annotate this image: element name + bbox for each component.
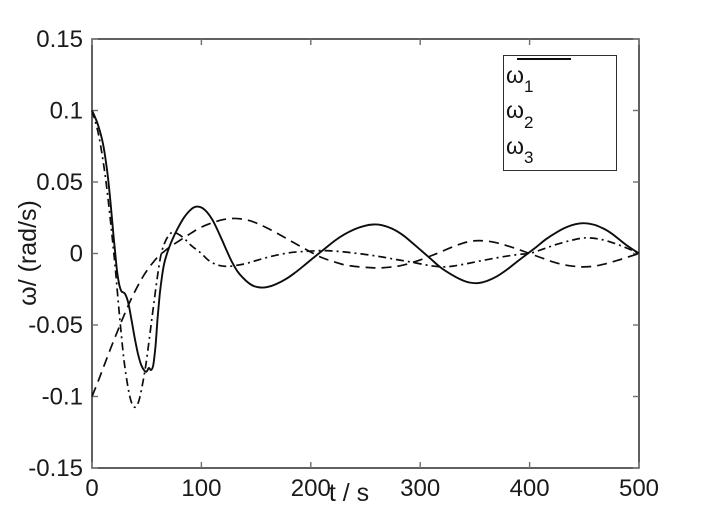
x-tick-label: 400 — [510, 475, 550, 502]
axis-tick-labels: 0 100 200 300 400 500 0.15 0.1 0.05 0 -0.05 -0.1 -0.… — [28, 26, 659, 502]
x-tick-label: 100 — [181, 475, 221, 502]
y-tick-label: -0.1 — [42, 384, 83, 411]
x-tick-label: 0 — [85, 475, 98, 502]
x-tick-label: 500 — [619, 475, 659, 502]
x-tick-label: 300 — [400, 475, 440, 502]
y-tick-label: 0 — [70, 241, 83, 268]
legend-line-dashed — [517, 58, 571, 60]
y-tick-label: 0.05 — [36, 169, 83, 196]
y-tick-label: -0.05 — [28, 312, 83, 339]
omega1-curve — [91, 110, 640, 409]
y-tick-label: -0.15 — [28, 455, 83, 482]
legend-label-omega1: ω1 — [506, 61, 534, 97]
omega3-curve — [91, 217, 640, 397]
y-tick-label: 0.15 — [36, 26, 83, 53]
legend-item-omega3: ω3 — [504, 58, 616, 168]
x-tick-label: 200 — [291, 475, 331, 502]
curves-group — [91, 110, 640, 409]
legend-item-omega2: ω2 — [504, 58, 616, 132]
omega2-curve — [91, 110, 640, 373]
legend-item-omega1: ω1 — [504, 58, 616, 97]
x-axis-label: t / s — [329, 479, 369, 507]
legend-label-omega3: ω3 — [506, 132, 534, 168]
legend-label-omega2: ω2 — [506, 97, 534, 132]
axis-ticks — [91, 38, 640, 469]
y-tick-label: 0.1 — [50, 98, 83, 125]
y-axis-label: ω/ (rad/s) — [14, 200, 42, 306]
legend-box: ω1 ω2 ω3 — [503, 55, 617, 171]
